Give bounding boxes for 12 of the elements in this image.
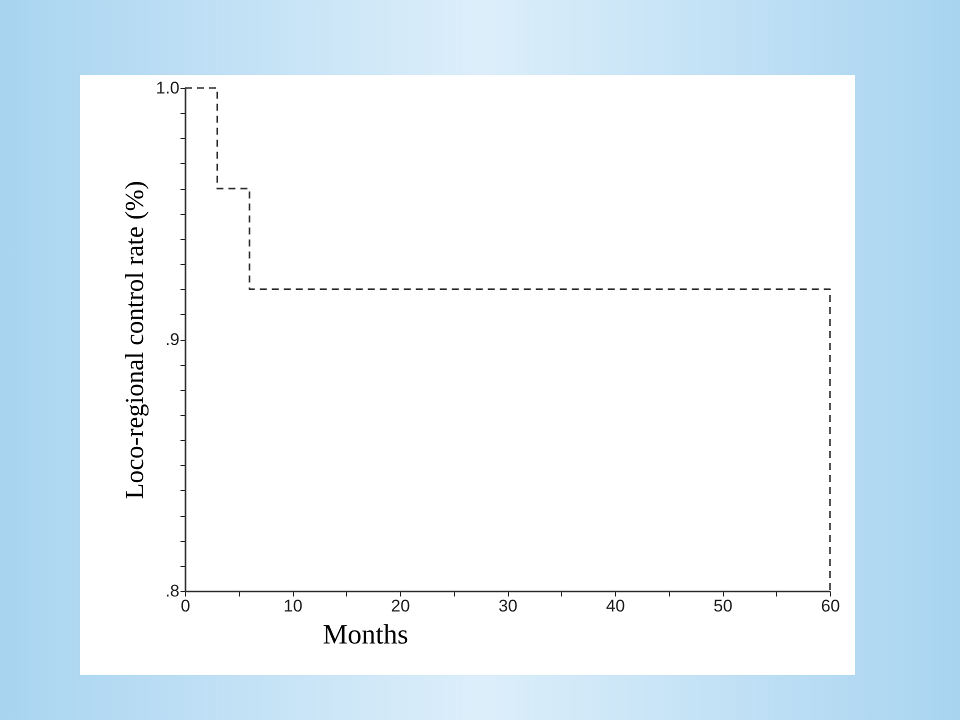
x-axis-title: Months	[322, 620, 408, 650]
y-tick-label: 1.0	[156, 78, 180, 98]
x-tick-label: 30	[498, 596, 518, 616]
x-tick-label: 60	[821, 596, 840, 616]
y-tick-label: .8	[165, 582, 180, 600]
y-tick-label: .9	[165, 330, 180, 349]
x-tick-label: 20	[391, 596, 410, 616]
x-tick-label: 10	[284, 596, 302, 616]
x-tick-label: 50	[714, 596, 732, 616]
y-axis-title: Loco-regional control rate (%)	[120, 180, 149, 500]
x-tick-label: 40	[606, 596, 625, 616]
x-tick-label: 0	[180, 596, 190, 616]
